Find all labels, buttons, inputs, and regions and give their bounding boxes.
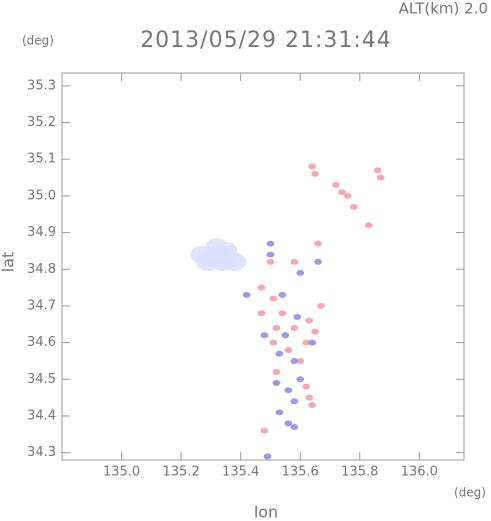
- echo-point: [296, 357, 305, 364]
- y-tick-label: 35.3: [27, 78, 56, 93]
- echo-point: [376, 174, 385, 181]
- echo-point: [272, 368, 281, 375]
- y-tick-label: 34.8: [27, 262, 56, 277]
- echo-point: [305, 394, 314, 401]
- echo-point: [275, 409, 284, 416]
- y-tick-label: 34.9: [27, 225, 56, 240]
- echo-point: [314, 258, 322, 265]
- x-tick-label: 135.8: [341, 465, 378, 480]
- echo-point: [272, 324, 281, 331]
- echo-point: [260, 427, 269, 434]
- echo-point: [311, 328, 320, 335]
- echo-point: [290, 324, 299, 331]
- echo-point: [373, 167, 382, 174]
- echo-point: [311, 170, 320, 177]
- x-tick-label: 135.4: [222, 465, 259, 480]
- y-tick-label: 35.2: [27, 115, 56, 130]
- echo-point: [296, 269, 305, 276]
- x-tick-label: 136.0: [401, 465, 438, 480]
- echo-point: [257, 310, 266, 317]
- echo-point: [332, 181, 340, 188]
- echo-point: [308, 339, 317, 346]
- echo-point: [308, 163, 317, 170]
- echo-point: [293, 313, 302, 320]
- echo-point: [284, 420, 293, 427]
- echo-point: [349, 203, 358, 210]
- echo-point: [211, 252, 235, 271]
- y-unit: (deg): [22, 34, 54, 48]
- y-tick-label: 34.5: [27, 372, 56, 387]
- x-tick-label: 135.0: [103, 465, 140, 480]
- echo-point: [272, 379, 281, 386]
- y-tick-label: 34.6: [27, 335, 56, 350]
- echo-point: [263, 453, 272, 460]
- echo-point: [266, 258, 275, 265]
- echo-point: [257, 284, 266, 291]
- echo-point: [269, 339, 278, 346]
- y-tick-label: 35.1: [27, 152, 56, 167]
- echo-point: [290, 258, 299, 265]
- y-tick-label: 35.0: [27, 188, 56, 203]
- y-tick-label: 34.4: [27, 408, 56, 423]
- echo-point: [338, 189, 346, 196]
- echo-point: [281, 332, 290, 339]
- echo-point: [284, 346, 293, 353]
- chart-title: 2013/05/29 21:31:44: [140, 28, 392, 53]
- x-axis-label: lon: [254, 503, 278, 521]
- echo-point: [260, 332, 269, 339]
- echo-point: [302, 383, 311, 390]
- echo-point: [302, 339, 311, 346]
- echo-point: [317, 302, 325, 309]
- echo-point: [290, 398, 299, 405]
- echo-point: [308, 401, 317, 408]
- echo-point: [278, 291, 287, 298]
- echo-point: [284, 387, 293, 394]
- x-tick-label: 135.2: [163, 465, 200, 480]
- altitude: ALT(km) 2.0: [399, 0, 488, 18]
- echo-point: [364, 222, 373, 229]
- echo-point: [278, 310, 287, 317]
- echo-point: [266, 251, 275, 258]
- echo-point: [242, 291, 251, 298]
- echo-point: [266, 240, 275, 247]
- echo-point: [305, 317, 314, 324]
- echo-point: [314, 240, 322, 247]
- echo-point: [343, 192, 352, 199]
- y-tick-label: 34.7: [27, 298, 56, 313]
- y-axis-label: lat: [0, 252, 18, 273]
- plot-frame: [61, 72, 465, 461]
- echo-point: [290, 357, 299, 364]
- echo-point: [296, 376, 305, 383]
- y-tick-label: 34.3: [27, 445, 56, 460]
- x-unit: (deg): [454, 486, 486, 500]
- echo-point: [275, 350, 284, 357]
- x-tick-label: 135.6: [282, 465, 319, 480]
- echo-point: [290, 423, 299, 430]
- echo-point: [269, 295, 278, 302]
